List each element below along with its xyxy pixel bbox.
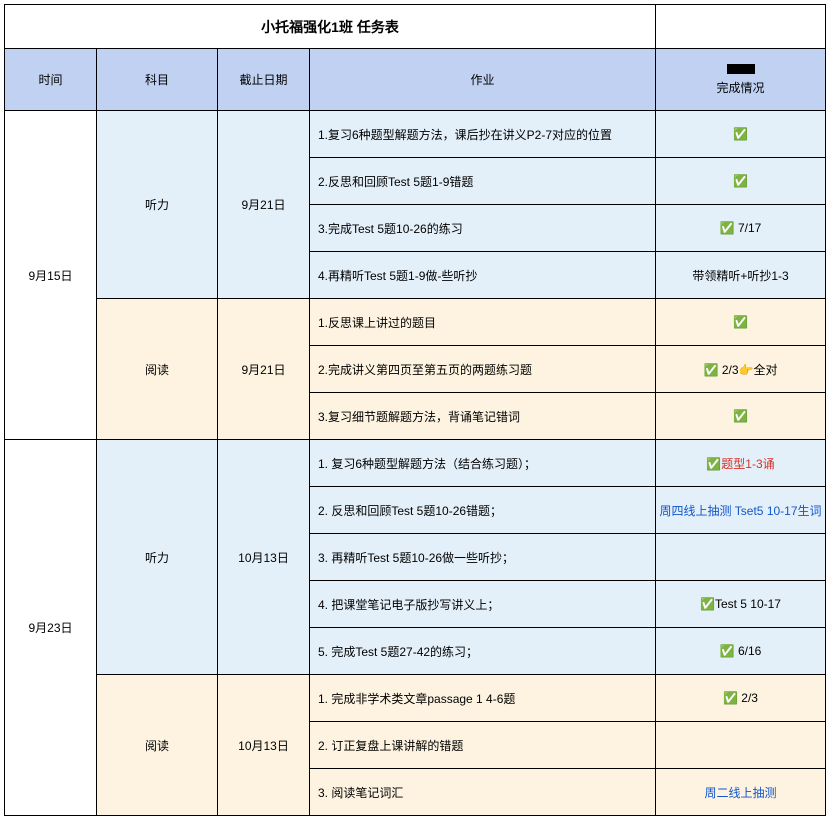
header-time: 时间 xyxy=(5,49,97,111)
status-cell: ✅ xyxy=(656,299,826,346)
table-title: 小托福强化1班 任务表 xyxy=(5,5,656,49)
due-cell: 9月21日 xyxy=(218,299,310,440)
header-homework: 作业 xyxy=(310,49,656,111)
homework-cell: 1. 复习6种题型解题方法（结合练习题）； xyxy=(310,440,656,487)
homework-cell: 3.完成Test 5题10-26的练习 xyxy=(310,205,656,252)
redacted-text xyxy=(727,64,755,74)
subject-cell: 听力 xyxy=(97,111,218,299)
status-cell: ✅ xyxy=(656,158,826,205)
homework-cell: 3.复习细节题解题方法，背诵笔记错词 xyxy=(310,393,656,440)
homework-cell: 1. 完成非学术类文章passage 1 4-6题 xyxy=(310,675,656,722)
status-cell: ✅ xyxy=(656,393,826,440)
status-cell: ✅ 7/17 xyxy=(656,205,826,252)
corner-cell xyxy=(656,5,826,49)
subject-cell: 听力 xyxy=(97,440,218,675)
due-cell: 10月13日 xyxy=(218,440,310,675)
homework-cell: 3. 再精听Test 5题10-26做一些听抄； xyxy=(310,534,656,581)
header-subject: 科目 xyxy=(97,49,218,111)
status-cell: ✅ 2/3 xyxy=(656,675,826,722)
status-cell xyxy=(656,534,826,581)
due-cell: 9月21日 xyxy=(218,111,310,299)
due-cell: 10月13日 xyxy=(218,675,310,816)
subject-cell: 阅读 xyxy=(97,675,218,816)
homework-cell: 5. 完成Test 5题27-42的练习； xyxy=(310,628,656,675)
homework-cell: 3. 阅读笔记词汇 xyxy=(310,769,656,816)
homework-cell: 2. 反思和回顾Test 5题10-26错题； xyxy=(310,487,656,534)
table-row: 9月23日听力10月13日1. 复习6种题型解题方法（结合练习题）；✅题型1-3… xyxy=(5,440,826,487)
status-cell: ✅ xyxy=(656,111,826,158)
status-cell: ✅ 6/16 xyxy=(656,628,826,675)
table-row: 阅读10月13日1. 完成非学术类文章passage 1 4-6题✅ 2/3 xyxy=(5,675,826,722)
table-row: 阅读9月21日1.反思课上讲过的题目✅ xyxy=(5,299,826,346)
homework-cell: 1.反思课上讲过的题目 xyxy=(310,299,656,346)
table-row: 9月15日听力9月21日1.复习6种题型解题方法，课后抄在讲义P2-7对应的位置… xyxy=(5,111,826,158)
homework-cell: 1.复习6种题型解题方法，课后抄在讲义P2-7对应的位置 xyxy=(310,111,656,158)
homework-cell: 2.完成讲义第四页至第五页的两题练习题 xyxy=(310,346,656,393)
date-cell: 9月15日 xyxy=(5,111,97,440)
homework-cell: 4. 把课堂笔记电子版抄写讲义上； xyxy=(310,581,656,628)
status-cell: 周四线上抽测 Tset5 10-17生词 xyxy=(656,487,826,534)
status-cell: ✅Test 5 10-17 xyxy=(656,581,826,628)
header-due: 截止日期 xyxy=(218,49,310,111)
subject-cell: 阅读 xyxy=(97,299,218,440)
header-status: 完成情况 xyxy=(656,49,826,111)
homework-cell: 2.反思和回顾Test 5题1-9错题 xyxy=(310,158,656,205)
status-cell: 带领精听+听抄1-3 xyxy=(656,252,826,299)
status-cell: 周二线上抽测 xyxy=(656,769,826,816)
task-table: 小托福强化1班 任务表时间科目截止日期作业完成情况9月15日听力9月21日1.复… xyxy=(4,4,826,816)
homework-cell: 2. 订正复盘上课讲解的错题 xyxy=(310,722,656,769)
status-cell: ✅题型1-3诵 xyxy=(656,440,826,487)
status-cell xyxy=(656,722,826,769)
date-cell: 9月23日 xyxy=(5,440,97,816)
status-cell: ✅ 2/3👉全对 xyxy=(656,346,826,393)
homework-cell: 4.再精听Test 5题1-9做-些听抄 xyxy=(310,252,656,299)
